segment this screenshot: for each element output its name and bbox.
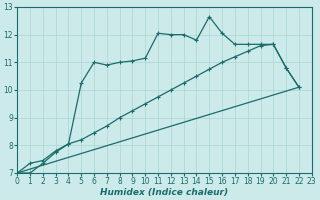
- X-axis label: Humidex (Indice chaleur): Humidex (Indice chaleur): [100, 188, 228, 197]
